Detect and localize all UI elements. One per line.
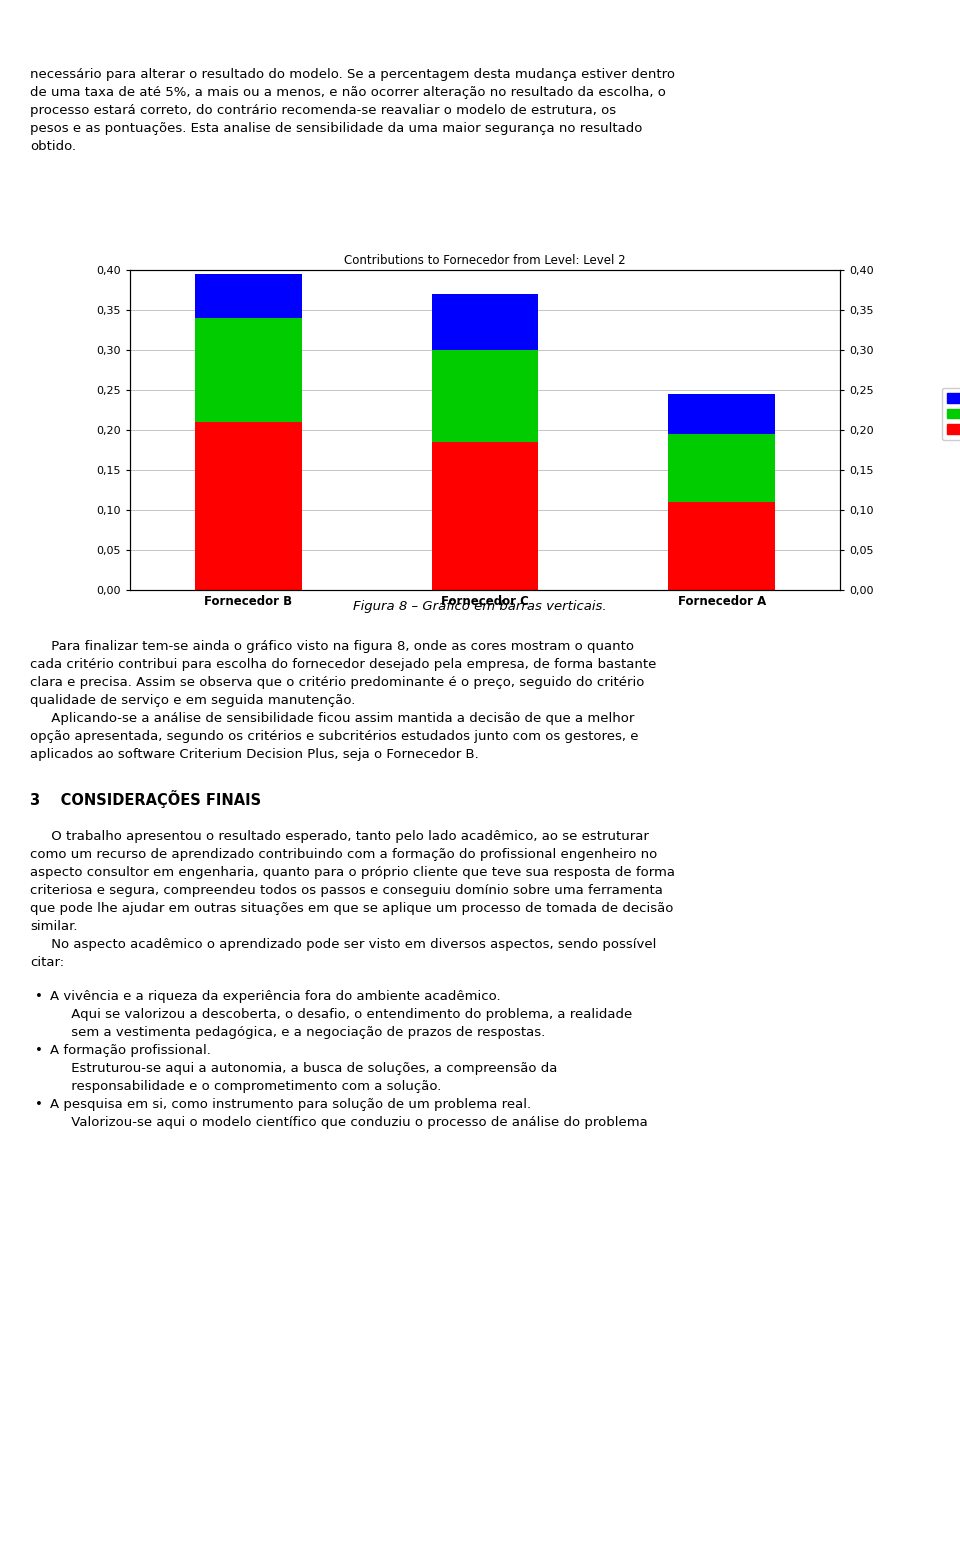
Text: citar:: citar:: [30, 956, 64, 969]
Text: Aqui se valorizou a descoberta, o desafio, o entendimento do problema, a realida: Aqui se valorizou a descoberta, o desafi…: [50, 1008, 633, 1020]
Text: A pesquisa em si, como instrumento para solução de um problema real.: A pesquisa em si, como instrumento para …: [50, 1099, 531, 1111]
Text: A formação profissional.: A formação profissional.: [50, 1044, 211, 1056]
Bar: [432, 294, 539, 351]
Text: Figura 8 – Gráfico em barras verticais.: Figura 8 – Gráfico em barras verticais.: [353, 599, 607, 613]
Text: aplicados ao software Criterium Decision Plus, seja o Fornecedor B.: aplicados ao software Criterium Decision…: [30, 748, 479, 761]
Text: Para finalizar tem-se ainda o gráfico visto na figura 8, onde as cores mostram o: Para finalizar tem-se ainda o gráfico vi…: [30, 640, 634, 653]
Text: obtido.: obtido.: [30, 139, 76, 153]
Bar: [195, 318, 301, 423]
Text: responsabilidade e o comprometimento com a solução.: responsabilidade e o comprometimento com…: [50, 1080, 442, 1092]
Bar: [668, 394, 775, 434]
Text: de uma taxa de até 5%, a mais ou a menos, e não ocorrer alteração no resultado d: de uma taxa de até 5%, a mais ou a menos…: [30, 86, 666, 99]
Bar: [195, 423, 301, 590]
Bar: [668, 434, 775, 502]
Text: Aplicando-se a análise de sensibilidade ficou assim mantida a decisão de que a m: Aplicando-se a análise de sensibilidade …: [30, 712, 635, 725]
Text: que pode lhe ajudar em outras situações em que se aplique um processo de tomada : que pode lhe ajudar em outras situações …: [30, 901, 673, 916]
Text: •: •: [35, 991, 43, 1003]
Text: Estruturou-se aqui a autonomia, a busca de soluções, a compreensão da: Estruturou-se aqui a autonomia, a busca …: [50, 1063, 558, 1075]
Text: •: •: [35, 1044, 43, 1056]
Text: 3    CONSIDERAÇÕES FINAIS: 3 CONSIDERAÇÕES FINAIS: [30, 790, 261, 808]
Bar: [195, 274, 301, 318]
Bar: [668, 502, 775, 590]
Text: No aspecto acadêmico o aprendizado pode ser visto em diversos aspectos, sendo po: No aspecto acadêmico o aprendizado pode …: [30, 937, 657, 952]
Bar: [432, 441, 539, 590]
Text: processo estará correto, do contrário recomenda-se reavaliar o modelo de estrutu: processo estará correto, do contrário re…: [30, 103, 616, 117]
Text: •: •: [35, 1099, 43, 1111]
Text: similar.: similar.: [30, 920, 78, 933]
Bar: [432, 351, 539, 441]
Title: Contributions to Fornecedor from Level: Level 2: Contributions to Fornecedor from Level: …: [345, 255, 626, 268]
Text: cada critério contribui para escolha do fornecedor desejado pela empresa, de for: cada critério contribui para escolha do …: [30, 657, 657, 671]
Text: necessário para alterar o resultado do modelo. Se a percentagem desta mudança es: necessário para alterar o resultado do m…: [30, 67, 675, 81]
Text: opção apresentada, segundo os critérios e subcritérios estudados junto com os ge: opção apresentada, segundo os critérios …: [30, 729, 638, 743]
Text: como um recurso de aprendizado contribuindo com a formação do profissional engen: como um recurso de aprendizado contribui…: [30, 848, 658, 861]
Text: sem a vestimenta pedagógica, e a negociação de prazos de respostas.: sem a vestimenta pedagógica, e a negocia…: [50, 1027, 545, 1039]
Text: A vivência e a riqueza da experiência fora do ambiente acadêmico.: A vivência e a riqueza da experiência fo…: [50, 991, 500, 1003]
Text: qualidade de serviço e em seguida manutenção.: qualidade de serviço e em seguida manute…: [30, 693, 355, 707]
Text: Valorizou-se aqui o modelo científico que conduziu o processo de análise do prob: Valorizou-se aqui o modelo científico qu…: [50, 1116, 648, 1128]
Text: pesos e as pontuações. Esta analise de sensibilidade da uma maior segurança no r: pesos e as pontuações. Esta analise de s…: [30, 122, 642, 135]
Text: clara e precisa. Assim se observa que o critério predominante é o preço, seguido: clara e precisa. Assim se observa que o …: [30, 676, 644, 689]
Legend: Manutenção, Qualidade de serviço, Preço: Manutenção, Qualidade de serviço, Preço: [942, 388, 960, 440]
Text: criteriosa e segura, compreendeu todos os passos e conseguiu domínio sobre uma f: criteriosa e segura, compreendeu todos o…: [30, 884, 662, 897]
Text: O trabalho apresentou o resultado esperado, tanto pelo lado acadêmico, ao se est: O trabalho apresentou o resultado espera…: [30, 829, 649, 844]
Text: aspecto consultor em engenharia, quanto para o próprio cliente que teve sua resp: aspecto consultor em engenharia, quanto …: [30, 865, 675, 880]
